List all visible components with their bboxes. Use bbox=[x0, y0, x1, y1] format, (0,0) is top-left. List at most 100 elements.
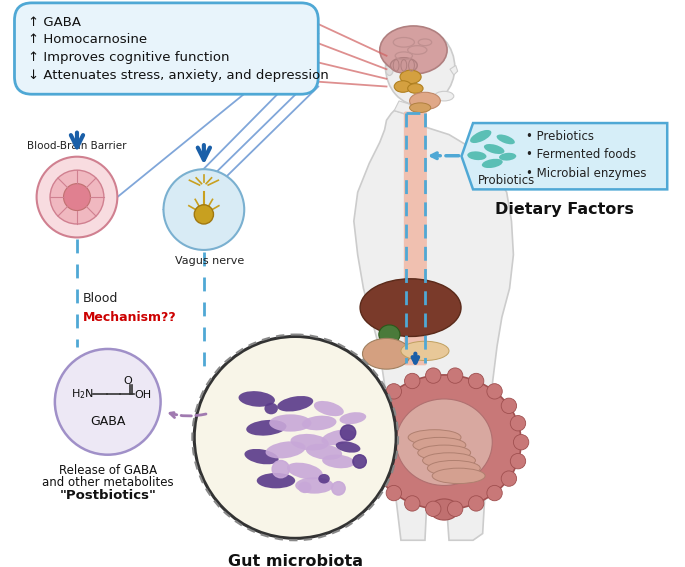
Ellipse shape bbox=[386, 29, 455, 106]
Circle shape bbox=[501, 471, 516, 486]
Circle shape bbox=[487, 485, 502, 501]
Circle shape bbox=[363, 416, 378, 431]
Circle shape bbox=[332, 481, 345, 495]
Circle shape bbox=[36, 156, 117, 238]
Ellipse shape bbox=[314, 401, 344, 416]
Ellipse shape bbox=[400, 70, 421, 84]
Circle shape bbox=[425, 501, 441, 517]
Polygon shape bbox=[450, 65, 458, 75]
Circle shape bbox=[340, 425, 356, 441]
Polygon shape bbox=[462, 123, 667, 189]
Ellipse shape bbox=[394, 81, 412, 92]
Ellipse shape bbox=[413, 437, 466, 453]
Circle shape bbox=[425, 368, 441, 383]
Text: ↓ Attenuates stress, anxiety, and depression: ↓ Attenuates stress, anxiety, and depres… bbox=[28, 69, 329, 82]
Ellipse shape bbox=[484, 144, 504, 154]
Circle shape bbox=[514, 434, 529, 450]
Circle shape bbox=[447, 368, 463, 383]
Circle shape bbox=[55, 349, 160, 455]
Ellipse shape bbox=[410, 103, 431, 112]
Ellipse shape bbox=[336, 441, 360, 452]
FancyBboxPatch shape bbox=[14, 3, 319, 94]
Text: Gut microbiota: Gut microbiota bbox=[227, 554, 362, 567]
Ellipse shape bbox=[401, 341, 449, 361]
Ellipse shape bbox=[470, 130, 491, 143]
Ellipse shape bbox=[386, 63, 393, 75]
Text: "Postbiotics": "Postbiotics" bbox=[60, 489, 156, 502]
Ellipse shape bbox=[423, 453, 475, 468]
Circle shape bbox=[360, 434, 375, 450]
Circle shape bbox=[195, 205, 214, 224]
Ellipse shape bbox=[360, 279, 461, 336]
Text: ↑ GABA: ↑ GABA bbox=[28, 16, 81, 28]
Circle shape bbox=[469, 496, 484, 511]
Circle shape bbox=[50, 170, 104, 224]
Circle shape bbox=[272, 460, 290, 478]
Circle shape bbox=[372, 398, 387, 413]
Ellipse shape bbox=[497, 134, 515, 144]
Ellipse shape bbox=[287, 463, 323, 480]
Ellipse shape bbox=[408, 430, 461, 445]
Circle shape bbox=[405, 373, 420, 389]
Ellipse shape bbox=[396, 399, 493, 485]
Ellipse shape bbox=[467, 151, 486, 160]
Ellipse shape bbox=[379, 26, 447, 74]
Ellipse shape bbox=[238, 391, 275, 407]
Ellipse shape bbox=[362, 338, 410, 369]
Text: H$_2$N: H$_2$N bbox=[71, 387, 94, 401]
Circle shape bbox=[405, 496, 420, 511]
Ellipse shape bbox=[298, 481, 312, 493]
Circle shape bbox=[510, 416, 525, 431]
Circle shape bbox=[386, 384, 401, 399]
Ellipse shape bbox=[319, 474, 329, 484]
Text: • Fermented foods: • Fermented foods bbox=[526, 149, 636, 161]
Circle shape bbox=[487, 384, 502, 399]
Circle shape bbox=[353, 455, 366, 468]
Ellipse shape bbox=[321, 429, 356, 445]
Ellipse shape bbox=[246, 420, 286, 435]
Text: ↑ Homocarnosine: ↑ Homocarnosine bbox=[28, 33, 147, 46]
Text: OH: OH bbox=[135, 390, 152, 400]
Polygon shape bbox=[354, 111, 514, 540]
Ellipse shape bbox=[427, 460, 480, 476]
Ellipse shape bbox=[269, 414, 312, 431]
Text: ↑ Improves cognitive function: ↑ Improves cognitive function bbox=[28, 51, 229, 64]
Ellipse shape bbox=[418, 445, 471, 460]
Ellipse shape bbox=[266, 441, 306, 459]
Circle shape bbox=[164, 169, 245, 250]
Ellipse shape bbox=[367, 375, 521, 510]
Text: Blood: Blood bbox=[83, 291, 118, 304]
Ellipse shape bbox=[440, 58, 445, 61]
Ellipse shape bbox=[340, 412, 366, 424]
Ellipse shape bbox=[482, 159, 503, 168]
Ellipse shape bbox=[379, 325, 400, 344]
Ellipse shape bbox=[322, 455, 355, 468]
Ellipse shape bbox=[277, 396, 313, 412]
Ellipse shape bbox=[434, 91, 453, 101]
Ellipse shape bbox=[295, 477, 334, 494]
Ellipse shape bbox=[499, 153, 516, 160]
Circle shape bbox=[469, 373, 484, 389]
Text: GABA: GABA bbox=[90, 414, 125, 428]
Text: • Prebiotics: • Prebiotics bbox=[526, 130, 594, 143]
Ellipse shape bbox=[245, 449, 279, 464]
Circle shape bbox=[64, 184, 90, 210]
Ellipse shape bbox=[264, 403, 278, 414]
Circle shape bbox=[386, 485, 401, 501]
Ellipse shape bbox=[408, 84, 423, 93]
Text: Vagus nerve: Vagus nerve bbox=[175, 256, 245, 266]
Ellipse shape bbox=[290, 434, 329, 451]
Ellipse shape bbox=[432, 468, 485, 484]
Text: Dietary Factors: Dietary Factors bbox=[495, 202, 634, 217]
Text: Release of GABA: Release of GABA bbox=[59, 464, 157, 477]
Text: O: O bbox=[123, 376, 132, 386]
Circle shape bbox=[195, 336, 396, 538]
Text: Mechanism??: Mechanism?? bbox=[83, 311, 177, 324]
Text: and other metabolites: and other metabolites bbox=[42, 476, 173, 489]
Ellipse shape bbox=[257, 473, 295, 488]
Text: Blood-Brain Barrier: Blood-Brain Barrier bbox=[27, 141, 127, 151]
Circle shape bbox=[510, 454, 525, 469]
Ellipse shape bbox=[429, 499, 459, 520]
FancyBboxPatch shape bbox=[404, 112, 427, 365]
Circle shape bbox=[501, 398, 516, 413]
